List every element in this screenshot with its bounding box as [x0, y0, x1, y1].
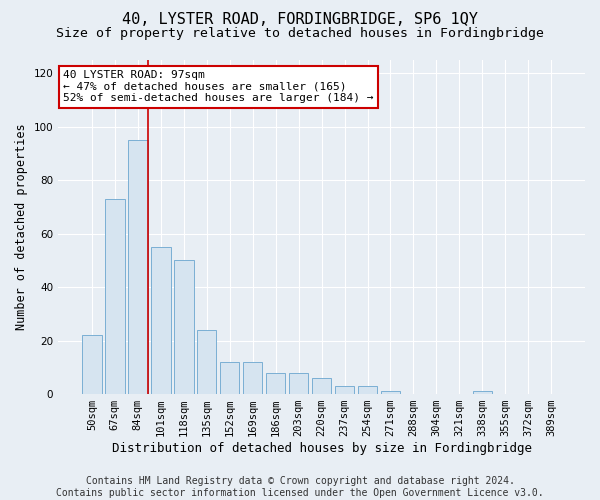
Bar: [473, 392, 492, 394]
Text: Contains HM Land Registry data © Crown copyright and database right 2024.
Contai: Contains HM Land Registry data © Crown c…: [56, 476, 544, 498]
Bar: [220, 362, 239, 394]
Bar: [128, 140, 148, 394]
Bar: [289, 372, 308, 394]
Bar: [266, 372, 286, 394]
Text: 40, LYSTER ROAD, FORDINGBRIDGE, SP6 1QY: 40, LYSTER ROAD, FORDINGBRIDGE, SP6 1QY: [122, 12, 478, 28]
Text: Size of property relative to detached houses in Fordingbridge: Size of property relative to detached ho…: [56, 28, 544, 40]
Bar: [335, 386, 355, 394]
Bar: [381, 392, 400, 394]
Y-axis label: Number of detached properties: Number of detached properties: [15, 124, 28, 330]
X-axis label: Distribution of detached houses by size in Fordingbridge: Distribution of detached houses by size …: [112, 442, 532, 455]
Bar: [358, 386, 377, 394]
Bar: [312, 378, 331, 394]
Text: 40 LYSTER ROAD: 97sqm
← 47% of detached houses are smaller (165)
52% of semi-det: 40 LYSTER ROAD: 97sqm ← 47% of detached …: [64, 70, 374, 103]
Bar: [105, 199, 125, 394]
Bar: [243, 362, 262, 394]
Bar: [174, 260, 194, 394]
Bar: [151, 247, 170, 394]
Bar: [82, 336, 101, 394]
Bar: [197, 330, 217, 394]
